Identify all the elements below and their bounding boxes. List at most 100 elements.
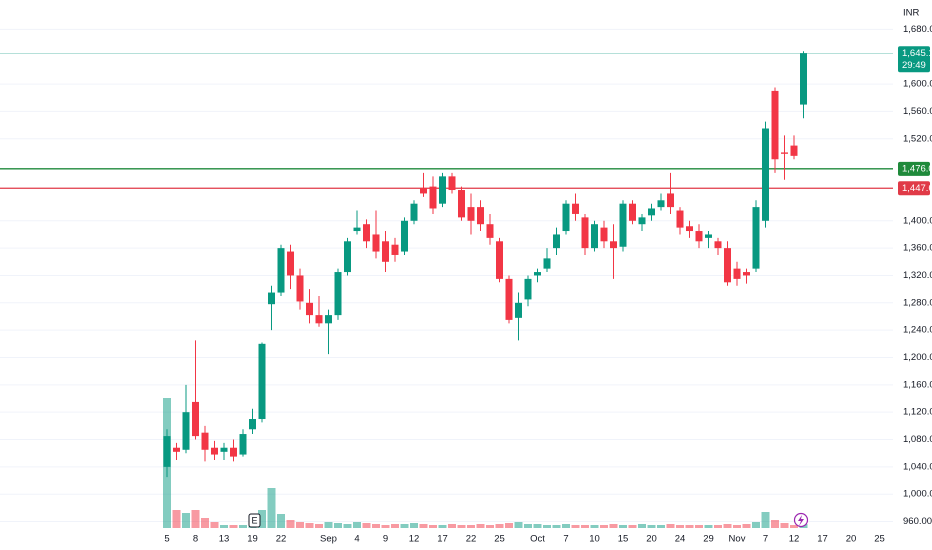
candle-body bbox=[553, 234, 560, 249]
x-tick-label: 20 bbox=[646, 534, 657, 545]
x-tick-label: Sep bbox=[320, 534, 337, 545]
volume-bar bbox=[210, 522, 219, 528]
candle-body bbox=[230, 447, 237, 457]
volume-bar bbox=[372, 524, 380, 528]
candle-body bbox=[448, 176, 456, 191]
volume-bar bbox=[514, 522, 523, 528]
volume-bar bbox=[495, 524, 504, 528]
x-tick-label: 25 bbox=[494, 534, 505, 545]
volume-bar bbox=[391, 524, 399, 528]
candle-body bbox=[249, 419, 256, 430]
volume-bar bbox=[543, 525, 551, 528]
candle-body bbox=[676, 210, 684, 228]
volume-bar bbox=[258, 510, 266, 528]
x-tick-label: 5 bbox=[164, 534, 169, 545]
candle-body bbox=[315, 315, 323, 324]
y-tick-label: 1,200.00 bbox=[903, 352, 932, 363]
y-tick-label: 1,560.00 bbox=[903, 106, 932, 117]
volume-bar bbox=[457, 525, 466, 528]
volume-bar bbox=[676, 525, 684, 528]
y-tick-label: 1,680.00 bbox=[903, 24, 932, 35]
volume-bar bbox=[562, 524, 570, 528]
volume-bar bbox=[524, 524, 532, 528]
candle-body bbox=[410, 203, 418, 221]
y-tick-label: 1,160.00 bbox=[903, 379, 932, 390]
candle-body bbox=[752, 207, 760, 269]
candle-body bbox=[325, 315, 332, 324]
x-tick-label: 4 bbox=[354, 534, 359, 545]
candle-body bbox=[524, 278, 532, 300]
candle-body bbox=[163, 436, 171, 467]
candle-body bbox=[344, 241, 351, 273]
x-tick-label: 29 bbox=[703, 534, 714, 545]
volume-bar bbox=[695, 525, 703, 528]
candle-body bbox=[353, 227, 361, 232]
volume-bar bbox=[229, 525, 238, 528]
earnings-marker: E bbox=[251, 515, 257, 525]
volume-bar bbox=[353, 522, 361, 528]
volume-bar bbox=[628, 525, 637, 528]
volume-bar bbox=[334, 523, 342, 528]
candle-body bbox=[211, 447, 218, 455]
volume-bar bbox=[714, 525, 722, 528]
volume-bar bbox=[647, 525, 656, 528]
candle-body bbox=[372, 234, 380, 252]
volume-bar bbox=[771, 520, 779, 528]
candle-body bbox=[192, 401, 199, 437]
candle-body bbox=[505, 278, 513, 320]
volume-bar bbox=[600, 525, 608, 528]
x-tick-label: Nov bbox=[729, 534, 746, 545]
x-tick-label: Oct bbox=[530, 534, 545, 545]
volume-bar bbox=[419, 524, 428, 528]
volume-bar bbox=[742, 524, 751, 528]
volume-bar bbox=[790, 525, 798, 528]
candle-body bbox=[201, 432, 209, 450]
y-tick-label: 1,120.00 bbox=[903, 407, 932, 418]
volume-bar bbox=[191, 510, 200, 528]
candle-body bbox=[401, 220, 408, 252]
candle-body bbox=[363, 224, 370, 242]
x-tick-label: 7 bbox=[563, 534, 568, 545]
event-icon-bolt bbox=[798, 515, 804, 526]
candle-body bbox=[382, 241, 389, 262]
volume-bar bbox=[704, 525, 713, 528]
currency: INR bbox=[903, 8, 920, 19]
y-tick-label: 1,320.00 bbox=[903, 270, 932, 281]
candle-body bbox=[486, 224, 494, 238]
candle-body bbox=[638, 217, 646, 225]
x-tick-label: 10 bbox=[589, 534, 600, 545]
candle-body bbox=[296, 275, 304, 302]
candle-body bbox=[619, 203, 627, 247]
earnings-box bbox=[248, 513, 261, 528]
volume-bar bbox=[581, 525, 589, 528]
candle-body bbox=[534, 272, 541, 276]
x-tick-label: 24 bbox=[675, 534, 686, 545]
candle-body bbox=[220, 447, 228, 452]
candle-body bbox=[420, 187, 427, 194]
candle-body bbox=[686, 226, 693, 232]
candle-body bbox=[800, 53, 807, 105]
volume-bar bbox=[666, 524, 675, 528]
volume-bar bbox=[723, 524, 732, 528]
candle-body bbox=[477, 207, 484, 225]
candle-body bbox=[429, 186, 437, 209]
y-tick-label: 1,600.00 bbox=[903, 79, 932, 90]
volume-bar bbox=[486, 525, 494, 528]
volume-bar bbox=[685, 525, 694, 528]
candle-body bbox=[648, 208, 655, 216]
last-price-tag bbox=[898, 46, 930, 73]
volume-bar bbox=[315, 524, 323, 528]
candle-body bbox=[391, 244, 399, 255]
candle-body bbox=[667, 193, 674, 208]
x-tick-label: 12 bbox=[789, 534, 800, 545]
volume-bar bbox=[201, 518, 209, 528]
volume-bar bbox=[571, 525, 580, 528]
x-tick-label: 25 bbox=[874, 534, 885, 545]
volume-bar bbox=[343, 524, 352, 528]
volume-bar bbox=[410, 523, 418, 528]
candle-body bbox=[724, 248, 731, 283]
candle-body bbox=[496, 241, 503, 279]
volume-bar bbox=[267, 488, 276, 528]
y-tick-label: 1,040.00 bbox=[903, 461, 932, 472]
countdown: 29:49 bbox=[902, 60, 926, 71]
